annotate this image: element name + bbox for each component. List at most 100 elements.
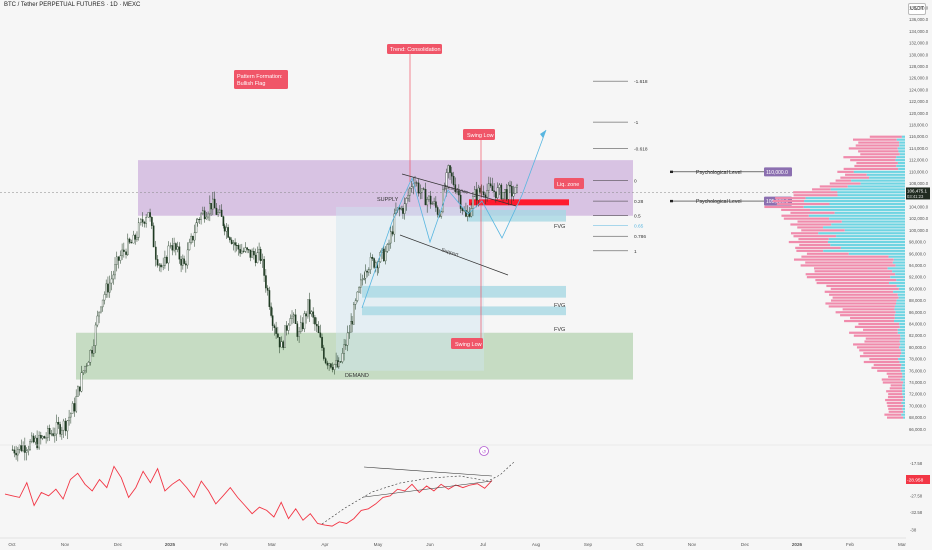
price-tick-label: 82,000.0 bbox=[909, 333, 926, 338]
candle-body bbox=[212, 198, 214, 210]
profile-bar-cyan bbox=[844, 229, 905, 232]
profile-bar-cyan bbox=[894, 314, 905, 317]
rsi-lower-trendline bbox=[363, 480, 493, 498]
fib-label: 0.5 bbox=[634, 214, 641, 220]
candle-body bbox=[77, 386, 79, 397]
candle-body bbox=[165, 257, 168, 264]
candle-body bbox=[160, 264, 162, 268]
profile-bar-cyan bbox=[823, 226, 905, 229]
profile-bar-pink bbox=[790, 211, 835, 214]
psychological-level-marker bbox=[670, 199, 673, 203]
time-tick-label: Jun bbox=[426, 542, 434, 547]
time-tick-label: 2026 bbox=[792, 542, 803, 547]
swing-low-lower-text: Swing Low bbox=[455, 342, 482, 348]
candle-body bbox=[183, 258, 185, 264]
profile-bar-pink bbox=[764, 205, 804, 209]
candle-body bbox=[373, 258, 375, 268]
profile-bar-pink bbox=[888, 407, 903, 410]
currency-button[interactable]: USDT bbox=[908, 3, 926, 15]
profile-bar-pink bbox=[830, 287, 899, 290]
candle-body bbox=[393, 213, 396, 235]
candle-body bbox=[167, 245, 170, 264]
psychological-level-label: Psychological Level bbox=[696, 170, 742, 176]
countdown-text: 03:41:23 bbox=[907, 194, 924, 199]
candle-body bbox=[34, 437, 37, 443]
candle-body bbox=[112, 274, 115, 280]
profile-bar-cyan bbox=[902, 390, 905, 393]
candle-body bbox=[193, 232, 196, 241]
candle-body bbox=[227, 227, 229, 238]
profile-bar-pink bbox=[793, 235, 837, 238]
psychological-level-label: Psychological Level bbox=[696, 199, 742, 205]
candle-body bbox=[235, 244, 238, 246]
candle-body bbox=[507, 184, 510, 200]
candle-body bbox=[459, 194, 462, 209]
candle-body bbox=[301, 322, 304, 330]
profile-bar-pink bbox=[881, 378, 901, 381]
demand-label: DEMAND bbox=[345, 373, 369, 379]
candle-body bbox=[20, 444, 23, 452]
candle-body bbox=[428, 195, 430, 200]
price-tick-label: 112,000.0 bbox=[909, 158, 928, 163]
candle-body bbox=[38, 434, 40, 449]
candle-body bbox=[128, 238, 131, 243]
profile-bar-pink bbox=[840, 176, 870, 179]
candle-body bbox=[368, 269, 370, 273]
profile-bar-pink bbox=[790, 223, 832, 226]
candle-body bbox=[482, 191, 485, 196]
candle-body bbox=[98, 311, 100, 317]
candle-body bbox=[317, 325, 320, 334]
profile-bar-pink bbox=[815, 278, 897, 282]
candle-body bbox=[203, 210, 206, 220]
fib-label: 0.786 bbox=[634, 234, 646, 240]
profile-bar-pink bbox=[790, 232, 819, 235]
profile-bar-cyan bbox=[896, 138, 905, 141]
last-price-tag: 106,475.1 03:41:23 bbox=[906, 187, 930, 200]
candle-body bbox=[386, 244, 389, 252]
candle-body bbox=[190, 235, 192, 243]
candle-body bbox=[186, 249, 189, 266]
resistance-trendline bbox=[401, 173, 517, 207]
price-tick-label: 132,000.0 bbox=[909, 41, 929, 46]
profile-bar-cyan bbox=[830, 188, 905, 191]
profile-bar-pink bbox=[853, 334, 901, 337]
price-tick-label: 122,000.0 bbox=[909, 99, 929, 104]
candle-body bbox=[484, 194, 487, 198]
fvg-label-3: FVG bbox=[554, 327, 565, 333]
price-tick-label: 96,000.0 bbox=[909, 251, 926, 256]
fvg-label-1: FVG bbox=[554, 224, 565, 230]
profile-bar-cyan bbox=[901, 352, 905, 355]
refresh-icon: ↺ bbox=[482, 450, 486, 456]
profile-bar-pink bbox=[775, 197, 806, 200]
time-tick-label: Jul bbox=[480, 542, 486, 547]
profile-bar-cyan bbox=[889, 281, 905, 285]
indicator-icon[interactable]: ↺ bbox=[479, 446, 489, 456]
profile-bar-cyan bbox=[869, 176, 905, 179]
profile-bar-pink bbox=[888, 410, 904, 413]
price-tick-label: 116,000.0 bbox=[909, 134, 928, 139]
fib-label: -1 bbox=[634, 120, 639, 126]
profile-bar-pink bbox=[806, 252, 849, 255]
time-tick-label: Nov bbox=[61, 542, 70, 547]
profile-bar-pink bbox=[887, 416, 904, 419]
profile-bar-pink bbox=[826, 284, 897, 288]
candle-body bbox=[237, 245, 240, 250]
candle-body bbox=[292, 314, 295, 317]
profile-bar-cyan bbox=[823, 249, 905, 252]
candle-body bbox=[143, 221, 146, 224]
candle-body bbox=[335, 360, 337, 365]
candle-body bbox=[40, 434, 42, 439]
profile-bar-pink bbox=[873, 363, 902, 367]
candle-body bbox=[140, 219, 142, 223]
price-axis[interactable]: 138,000.0 136,000.0 134,000.0 132,000.0 130,… bbox=[906, 6, 932, 447]
price-tick-label: 76,000.0 bbox=[909, 368, 926, 373]
liq-zone-label: Liq. zone bbox=[554, 178, 584, 189]
profile-bar-pink bbox=[854, 325, 900, 328]
time-axis[interactable]: Oct Nov Dec 2025 Feb Mar Apr May Jun Jul Aug Sep Oct… bbox=[8, 542, 906, 547]
price-tick-label: 100,000.0 bbox=[909, 228, 929, 233]
candle-body bbox=[398, 207, 401, 210]
candle-body bbox=[230, 239, 233, 244]
price-tick-label: 80,000.0 bbox=[909, 345, 926, 350]
price-tick-label: 134,000.0 bbox=[909, 29, 929, 34]
